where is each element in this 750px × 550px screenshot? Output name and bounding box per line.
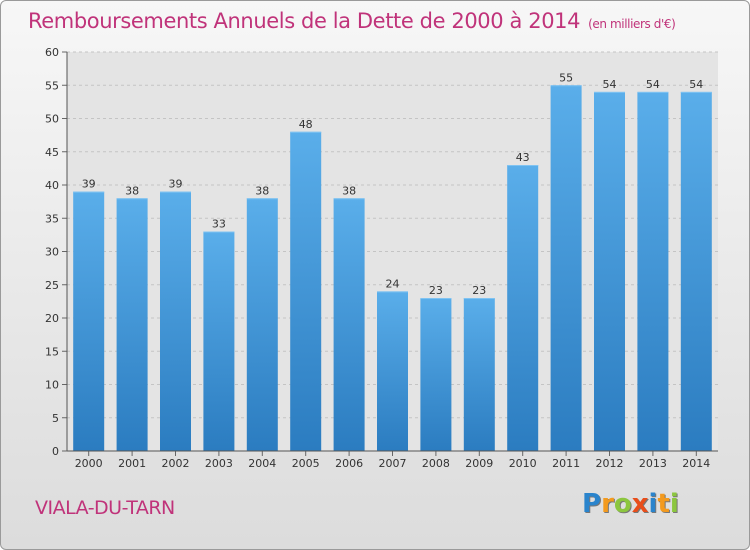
bar-value-label: 24 xyxy=(386,277,400,290)
axis-layer: 0 5 10 15 20 25 30 35 40 45 50 55 60 2000 2001 2002 2003… xyxy=(45,46,718,470)
bar xyxy=(160,191,191,451)
proxiti-logo: Proxiti xyxy=(582,489,679,519)
x-tick-label: 2008 xyxy=(422,457,450,470)
place-name: VIALA-DU-TARN xyxy=(35,497,175,519)
y-tick-label: 60 xyxy=(45,46,59,59)
x-tick-label: 2002 xyxy=(162,457,190,470)
chart-title-text: Remboursements Annuels de la Dette de 20… xyxy=(28,9,581,33)
logo-letter: i xyxy=(648,489,658,519)
x-tick-label: 2001 xyxy=(118,457,146,470)
bar xyxy=(290,131,322,452)
x-tick-label: 2006 xyxy=(335,457,363,470)
bar xyxy=(377,291,408,451)
logo-letter: P xyxy=(582,489,602,519)
y-tick-label: 55 xyxy=(45,79,59,92)
x-tick-label: 2004 xyxy=(248,457,276,470)
bar-value-label: 54 xyxy=(603,78,617,91)
y-tick-label: 40 xyxy=(45,179,59,192)
bar xyxy=(637,91,669,452)
logo-letter: o xyxy=(613,489,632,519)
y-tick-label: 30 xyxy=(45,246,59,259)
x-tick-label: 2012 xyxy=(596,457,624,470)
bar xyxy=(594,91,625,452)
bar xyxy=(680,91,712,452)
bar xyxy=(73,191,105,451)
bar-value-label: 23 xyxy=(429,284,443,297)
x-tick-label: 2010 xyxy=(509,457,537,470)
bar xyxy=(333,198,365,451)
bar-value-label: 55 xyxy=(559,71,573,84)
x-tick-label: 2000 xyxy=(75,457,103,470)
bar xyxy=(550,85,582,451)
bar-value-label: 48 xyxy=(299,118,313,131)
bar-value-label: 23 xyxy=(472,284,486,297)
y-tick-label: 25 xyxy=(45,279,59,292)
y-tick-label: 20 xyxy=(45,312,59,325)
bar-layer: 39 38 39 33 38 48 38 24 23 23 43 55 54 54 54 xyxy=(73,71,712,452)
y-tick-label: 10 xyxy=(45,379,59,392)
x-tick-label: 2013 xyxy=(639,457,667,470)
bar-value-label: 38 xyxy=(342,184,356,197)
y-tick-label: 45 xyxy=(45,146,59,159)
bar xyxy=(203,231,235,451)
bar-value-label: 33 xyxy=(212,218,226,231)
bar-value-label: 54 xyxy=(646,78,660,91)
bar-value-label: 38 xyxy=(125,184,139,197)
bar-value-label: 39 xyxy=(82,178,96,191)
logo-letter: r xyxy=(601,489,614,519)
y-tick-label: 15 xyxy=(45,345,59,358)
bar-value-label: 54 xyxy=(689,78,703,91)
y-tick-label: 50 xyxy=(45,113,59,126)
chart-subtitle: (en milliers d'€) xyxy=(588,17,676,31)
x-tick-label: 2014 xyxy=(682,457,710,470)
logo-letter: i xyxy=(669,489,679,519)
bar xyxy=(116,198,148,451)
logo-letter: x xyxy=(631,489,649,519)
bar xyxy=(507,165,539,452)
bar-value-label: 38 xyxy=(255,184,269,197)
x-tick-label: 2005 xyxy=(292,457,320,470)
x-tick-label: 2007 xyxy=(379,457,407,470)
bar xyxy=(463,298,495,451)
chart-title: Remboursements Annuels de la Dette de 20… xyxy=(28,9,676,33)
y-tick-label: 0 xyxy=(52,445,59,458)
y-tick-label: 5 xyxy=(52,412,59,425)
x-tick-label: 2009 xyxy=(465,457,493,470)
x-tick-label: 2003 xyxy=(205,457,233,470)
y-tick-label: 35 xyxy=(45,212,59,225)
bar-value-label: 39 xyxy=(169,178,183,191)
bar xyxy=(420,298,452,451)
bar-value-label: 43 xyxy=(516,151,530,164)
logo-letter: t xyxy=(657,489,670,519)
bar xyxy=(246,198,278,451)
x-tick-label: 2011 xyxy=(552,457,580,470)
